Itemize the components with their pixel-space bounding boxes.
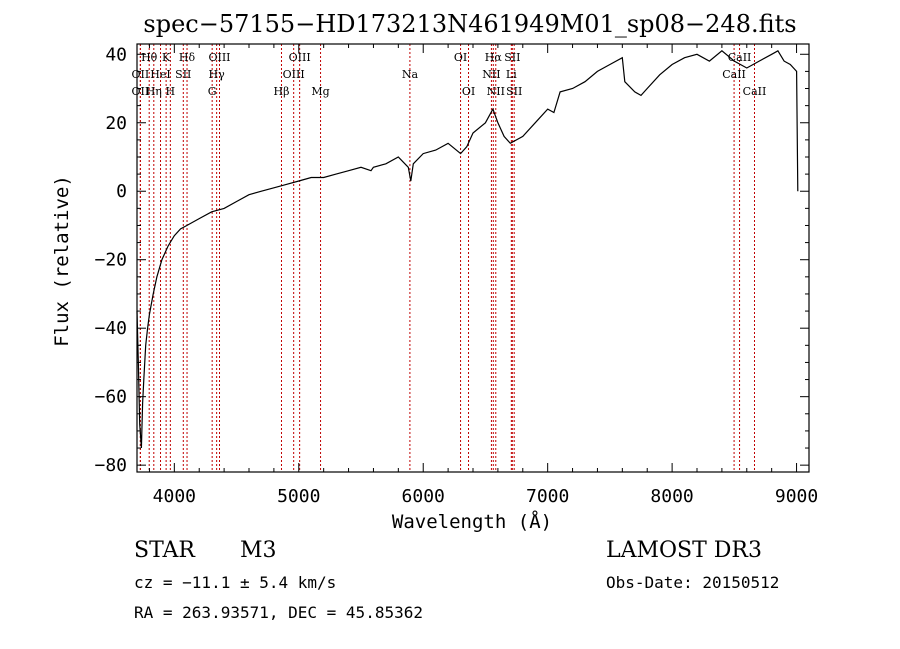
spectral-line-label: CaII <box>728 51 752 64</box>
spectral-line-label: NII <box>487 85 505 98</box>
spectral-line-label: SII <box>506 85 522 98</box>
coordinates: RA = 263.93571, DEC = 45.85362 <box>134 603 423 622</box>
y-axis-label: Flux (relative) <box>51 175 73 347</box>
y-tick-label: −80 <box>94 455 127 476</box>
spectral-line-label: SII <box>504 51 520 64</box>
x-tick-label: 9000 <box>775 486 818 507</box>
spectral-line-label: G <box>208 85 217 98</box>
spectral-line-label: Mg <box>311 85 329 98</box>
y-tick-label: −20 <box>94 250 127 271</box>
spectral-line-label: OII <box>132 85 150 98</box>
spectral-line-label: K <box>162 51 171 64</box>
spectral-line-label: Hγ <box>209 68 226 81</box>
spectral-line-label: OII <box>132 68 150 81</box>
plot-frame <box>136 43 810 473</box>
x-axis-label: Wavelength (Å) <box>392 510 552 533</box>
spectral-line-label: OIII <box>283 68 305 81</box>
x-tick-label: 4000 <box>153 486 196 507</box>
spectral-line-label: OI <box>462 85 475 98</box>
y-tick-label: 20 <box>105 113 127 134</box>
chart-title: spec−57155−HD173213N461949M01_sp08−248.f… <box>143 10 796 38</box>
spectral-line-label: HeI <box>150 68 170 81</box>
object-subclass: M3 <box>240 538 277 563</box>
spectral-line-label: Li <box>506 68 517 81</box>
spectral-line-label: Na <box>402 68 419 81</box>
spectrum-series <box>136 49 799 449</box>
object-class: STAR <box>134 538 195 563</box>
spectral-line-label: SII <box>175 68 191 81</box>
spectral-line-label: Hα <box>485 51 503 64</box>
axis-ticks: 4000 5000 6000 7000 8000 9000 −80 −60 −40 −20 0 20 4… <box>94 44 818 507</box>
x-tick-label: 8000 <box>650 486 693 507</box>
spectral-line-labels: Hθ OII OII K HeI Hη Hδ SII H OIII Hγ G OIII OIII Hβ Mg N… <box>132 51 767 98</box>
x-tick-label: 7000 <box>526 486 569 507</box>
x-tick-label: 6000 <box>402 486 445 507</box>
y-tick-label: 0 <box>116 181 127 202</box>
spectral-line-label: Hθ <box>141 51 158 64</box>
y-tick-label: −60 <box>94 387 127 408</box>
spectral-line-label: OIII <box>289 51 311 64</box>
spectral-line-label: OI <box>454 51 467 64</box>
spectral-line-label: CaII <box>722 68 746 81</box>
spectral-line-label: Hη <box>146 85 162 98</box>
survey-name: LAMOST DR3 <box>606 538 762 563</box>
observation-date: Obs-Date: 20150512 <box>606 573 780 592</box>
spectral-line-label: Hδ <box>179 51 196 64</box>
y-tick-label: −40 <box>94 318 127 339</box>
spectral-line-label: OIII <box>208 51 230 64</box>
x-tick-label: 5000 <box>277 486 320 507</box>
spectral-lines <box>139 44 755 472</box>
spectral-line-label: H <box>166 85 176 98</box>
spectral-line-label: NII <box>482 68 500 81</box>
redshift-info: cz = −11.1 ± 5.4 km/s <box>134 573 337 592</box>
spectral-line-label: CaII <box>743 85 767 98</box>
spectral-line-label: Hβ <box>274 85 290 98</box>
y-tick-label: 40 <box>105 44 127 65</box>
